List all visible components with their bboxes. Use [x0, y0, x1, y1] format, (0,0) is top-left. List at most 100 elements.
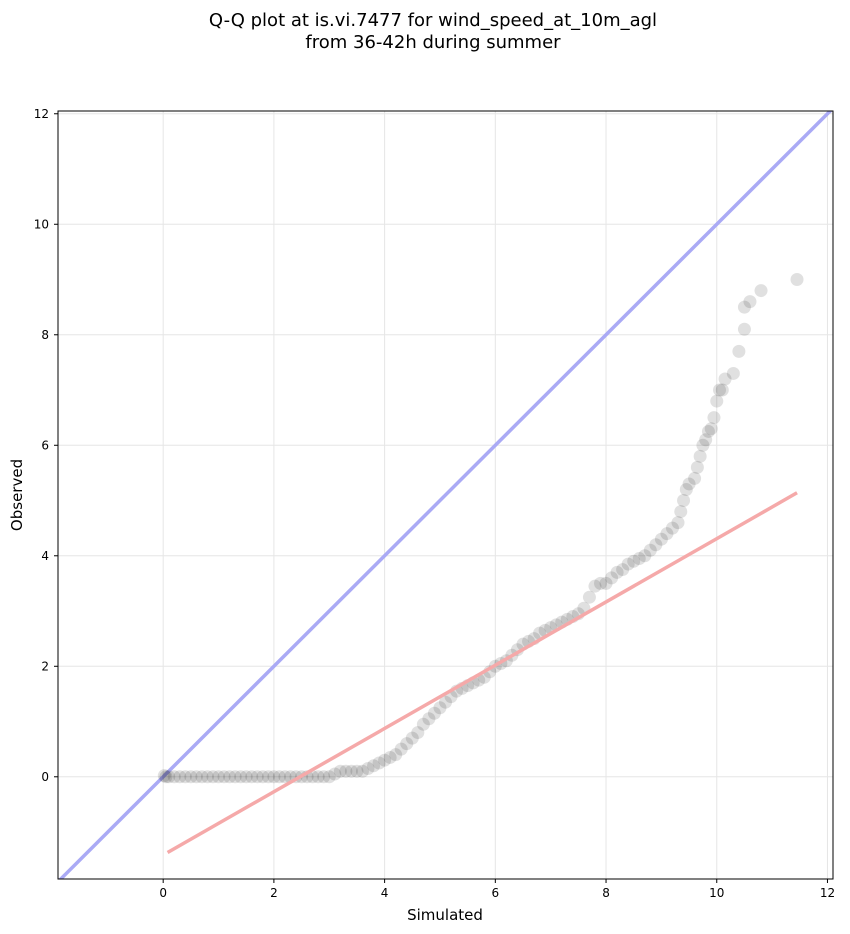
data-point	[671, 516, 685, 530]
data-point	[679, 482, 693, 496]
data-point	[790, 273, 804, 287]
y-tick-label: 2	[41, 659, 49, 673]
data-point	[594, 576, 607, 590]
data-point	[383, 750, 397, 764]
data-point	[610, 565, 624, 579]
data-point	[754, 284, 768, 298]
data-point	[195, 770, 209, 784]
data-point	[718, 372, 732, 386]
data-point	[732, 344, 746, 358]
identity-line	[58, 111, 833, 879]
plot-frame	[57, 110, 834, 880]
data-point	[699, 433, 713, 447]
data-point	[317, 770, 331, 784]
data-point	[184, 770, 198, 784]
data-point	[350, 764, 364, 778]
data-point	[427, 706, 441, 720]
data-point	[239, 770, 253, 784]
data-point	[400, 737, 414, 751]
y-tick-label: 12	[34, 107, 49, 121]
chart-title-line-1: Q-Q plot at is.vi.7477 for wind_speed_at…	[209, 10, 657, 31]
data-point	[688, 471, 702, 485]
data-point	[627, 554, 641, 568]
data-point	[157, 769, 171, 783]
data-point	[737, 322, 751, 336]
data-point	[743, 295, 757, 309]
data-point	[322, 770, 336, 784]
data-point	[599, 576, 613, 590]
data-point	[256, 770, 270, 784]
y-tick-label: 6	[41, 438, 49, 452]
data-point	[411, 726, 425, 740]
data-point	[690, 460, 704, 474]
data-point	[333, 764, 347, 778]
data-point	[696, 438, 710, 452]
data-point	[665, 521, 679, 535]
data-point	[632, 552, 646, 566]
x-tick-label: 6	[492, 886, 500, 900]
axis-ticks: 0 2 4 6 8 10 12 0 2 4 6 8 10 12	[34, 107, 835, 900]
data-point	[212, 770, 226, 784]
data-point	[433, 701, 447, 715]
x-tick-label: 12	[820, 886, 835, 900]
data-point	[643, 543, 657, 557]
data-point	[278, 770, 292, 784]
x-tick-label: 4	[381, 886, 389, 900]
x-tick-label: 8	[602, 886, 610, 900]
data-point	[654, 532, 668, 546]
x-axis-label: Simulated	[407, 906, 483, 924]
y-axis-label: Observed	[8, 459, 26, 531]
x-tick-label: 2	[270, 886, 278, 900]
data-point	[704, 422, 718, 436]
data-point	[178, 770, 192, 784]
data-point	[159, 770, 173, 784]
data-point	[715, 383, 729, 397]
fit-line	[166, 491, 798, 854]
data-point	[223, 770, 237, 784]
data-point	[217, 770, 231, 784]
data-point	[713, 383, 727, 397]
data-point	[701, 424, 715, 438]
data-point	[405, 731, 419, 745]
data-point	[726, 366, 740, 380]
x-tick-label: 10	[709, 886, 724, 900]
data-point	[693, 449, 707, 463]
data-point	[616, 563, 630, 577]
data-point	[649, 538, 663, 552]
data-point	[339, 764, 353, 778]
data-point	[582, 590, 596, 604]
data-point	[677, 494, 691, 508]
data-point	[162, 770, 176, 784]
data-point	[367, 759, 381, 773]
data-point	[267, 770, 281, 784]
data-point	[674, 505, 688, 519]
data-point	[372, 756, 386, 770]
data-point	[439, 695, 452, 709]
data-point	[394, 742, 408, 756]
data-point	[328, 767, 342, 781]
data-point	[361, 761, 375, 775]
data-point	[189, 770, 203, 784]
y-tick-label: 8	[41, 328, 49, 342]
data-point	[228, 770, 242, 784]
data-point	[234, 770, 248, 784]
y-tick-label: 10	[34, 217, 49, 231]
data-point	[378, 753, 392, 767]
data-point	[660, 527, 674, 541]
data-point	[588, 579, 602, 593]
data-point	[250, 770, 264, 784]
data-point	[710, 394, 724, 408]
data-point	[167, 770, 181, 784]
y-tick-label: 0	[41, 770, 49, 784]
grid	[58, 111, 833, 879]
data-point	[422, 712, 436, 726]
x-tick-label: 0	[159, 886, 167, 900]
y-tick-label: 4	[41, 549, 49, 563]
data-point	[261, 770, 275, 784]
data-point	[389, 748, 403, 762]
data-point	[707, 411, 721, 425]
data-point	[355, 764, 369, 778]
chart-title-line-2: from 36-42h during summer	[305, 32, 561, 53]
data-point	[200, 770, 214, 784]
data-point	[638, 549, 652, 563]
